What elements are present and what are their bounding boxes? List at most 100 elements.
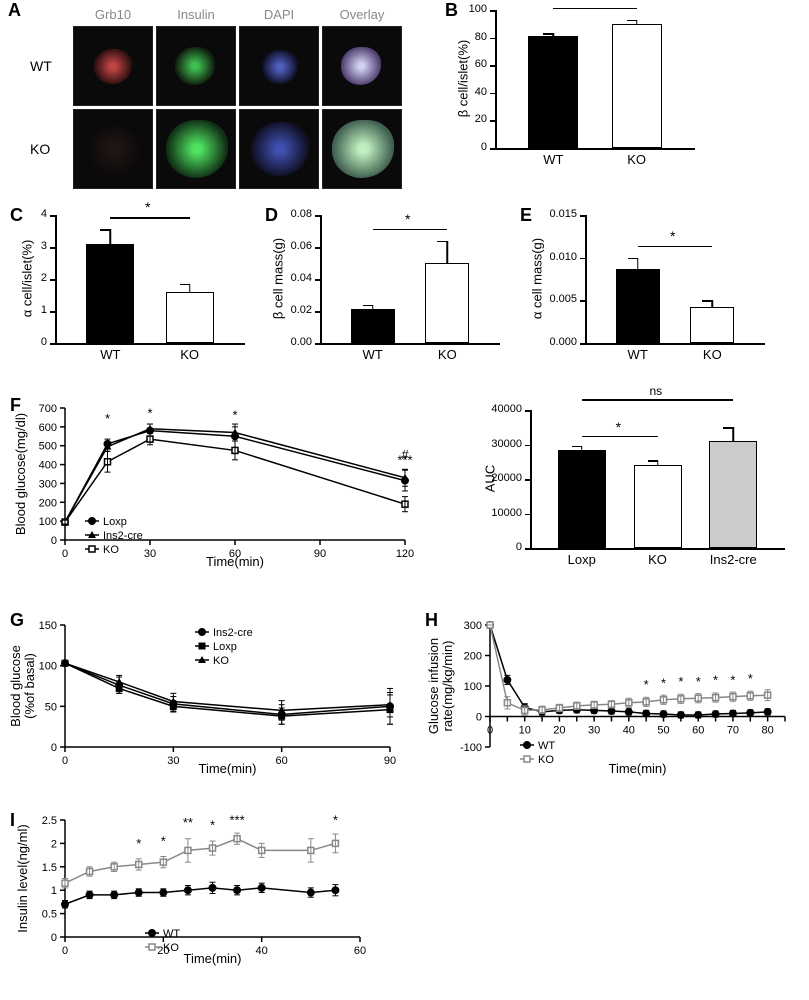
svg-text:400: 400 <box>39 460 57 472</box>
xlabel-wt: WT <box>608 347 668 362</box>
panel-e: E 0.0000.0050.0100.015WTKOα cell mass(g)… <box>520 205 775 390</box>
svg-text:Time(min): Time(min) <box>198 761 256 776</box>
chart-alpha-cell-islet: 01234WTKOα cell/islet(%)* <box>55 215 245 365</box>
bar-ins2-cre <box>709 441 757 548</box>
bar-ko <box>425 263 469 343</box>
ylabel: α cell mass(g) <box>530 215 545 343</box>
svg-text:rate(mg/kg/min): rate(mg/kg/min) <box>440 640 455 731</box>
svg-text:*: * <box>661 676 666 691</box>
svg-text:Blood glucose: Blood glucose <box>8 645 23 727</box>
chart-alpha-cell-mass: 0.0000.0050.0100.015WTKOα cell mass(g)* <box>585 215 765 365</box>
svg-text:20: 20 <box>553 725 565 737</box>
xlabel-ko: KO <box>160 347 220 362</box>
panel-g-label: G <box>10 610 24 631</box>
svg-text:30: 30 <box>167 755 179 767</box>
xlabel-wt: WT <box>80 347 140 362</box>
svg-text:*: * <box>161 834 166 849</box>
bar-ko <box>612 24 662 148</box>
svg-text:90: 90 <box>314 548 326 560</box>
svg-text:700: 700 <box>39 403 57 415</box>
xlabel-wt: WT <box>343 347 403 362</box>
if-ko-grb10 <box>73 109 153 189</box>
svg-text:Glucose infusion: Glucose infusion <box>426 638 441 734</box>
svg-text:0: 0 <box>62 755 68 767</box>
ylabel: β cell mass(g) <box>271 215 286 343</box>
if-col-insulin: Insulin <box>156 5 236 23</box>
panel-a-label: A <box>8 0 21 21</box>
svg-text:*: * <box>748 671 753 686</box>
xlabel-ko: KO <box>628 552 688 567</box>
bar-ko <box>166 292 214 343</box>
xlabel-wt: WT <box>523 152 583 167</box>
svg-text:600: 600 <box>39 422 57 434</box>
svg-text:Insulin level(ng/ml): Insulin level(ng/ml) <box>15 824 30 932</box>
if-wt-insulin <box>156 26 236 106</box>
svg-text:WT: WT <box>163 928 180 940</box>
svg-text:0: 0 <box>476 712 482 724</box>
svg-text:60: 60 <box>692 725 704 737</box>
svg-text:Ins2-cre: Ins2-cre <box>103 530 143 542</box>
svg-text:70: 70 <box>727 725 739 737</box>
ylabel: α cell/islet(%) <box>20 215 35 343</box>
svg-text:300: 300 <box>39 478 57 490</box>
svg-text:60: 60 <box>354 945 366 957</box>
ylabel: AUC <box>483 410 498 548</box>
svg-text:Time(min): Time(min) <box>183 951 241 966</box>
if-ko-insulin <box>156 109 236 189</box>
ylabel: β cell/islet(%) <box>456 10 471 148</box>
figure-container: A Grb10 Insulin DAPI Overlay WT KO B 020… <box>0 0 809 1000</box>
chart-beta-cell-islet: 020406080100WTKOβ cell/islet(%)* <box>495 10 695 170</box>
chart-insulin-level: 00.511.522.50204060Time(min)Insulin leve… <box>65 815 365 965</box>
svg-text:*: * <box>333 813 338 828</box>
xlabel-loxp: Loxp <box>552 552 612 567</box>
svg-text:1.5: 1.5 <box>42 862 57 874</box>
svg-text:10: 10 <box>519 725 531 737</box>
panel-c: C 01234WTKOα cell/islet(%)* <box>10 205 255 390</box>
svg-text:*: * <box>678 674 683 689</box>
if-col-dapi: DAPI <box>239 5 319 23</box>
svg-text:200: 200 <box>39 497 57 509</box>
panel-d: D 0.000.020.040.060.08WTKOβ cell mass(g)… <box>265 205 510 390</box>
svg-text:*: * <box>147 405 152 420</box>
svg-text:50: 50 <box>45 701 57 713</box>
if-row-ko: KO <box>30 109 70 189</box>
panel-a: A Grb10 Insulin DAPI Overlay WT KO <box>10 0 400 200</box>
svg-text:500: 500 <box>39 441 57 453</box>
if-wt-overlay <box>322 26 402 106</box>
series-ko <box>62 836 338 886</box>
if-ko-dapi <box>239 109 319 189</box>
bar-wt <box>86 244 134 343</box>
if-wt-grb10 <box>73 26 153 106</box>
xlabel-ko: KO <box>607 152 667 167</box>
svg-text:200: 200 <box>464 651 482 663</box>
svg-text:30: 30 <box>144 548 156 560</box>
bar-ko <box>690 307 734 343</box>
svg-text:60: 60 <box>276 755 288 767</box>
svg-text:KO: KO <box>103 544 119 556</box>
svg-text:**: ** <box>183 815 193 830</box>
svg-text:0.5: 0.5 <box>42 909 57 921</box>
if-col-overlay: Overlay <box>322 5 402 23</box>
panel-f-label: F <box>10 395 21 416</box>
svg-text:0: 0 <box>51 932 57 944</box>
xlabel-ko: KO <box>682 347 742 362</box>
svg-text:*: * <box>644 677 649 692</box>
panel-h: H -100010020030001020304050607080Time(mi… <box>425 610 800 805</box>
svg-text:KO: KO <box>538 754 554 766</box>
svg-text:*: * <box>232 407 237 422</box>
svg-text:150: 150 <box>39 620 57 632</box>
svg-text:*: * <box>713 672 718 687</box>
svg-text:50: 50 <box>657 725 669 737</box>
svg-text:WT: WT <box>538 740 555 752</box>
panel-h-label: H <box>425 610 438 631</box>
svg-text:Blood glucose(mg/dl): Blood glucose(mg/dl) <box>13 413 28 535</box>
svg-text:0: 0 <box>487 725 493 737</box>
svg-text:*: * <box>105 411 110 426</box>
svg-text:Loxp: Loxp <box>213 641 237 653</box>
svg-text:*: * <box>136 836 141 851</box>
bar-wt <box>351 309 395 343</box>
panel-i: I 00.511.522.50204060Time(min)Insulin le… <box>10 810 410 995</box>
svg-text:Ins2-cre: Ins2-cre <box>213 627 253 639</box>
svg-text:300: 300 <box>464 620 482 632</box>
svg-text:0: 0 <box>62 548 68 560</box>
